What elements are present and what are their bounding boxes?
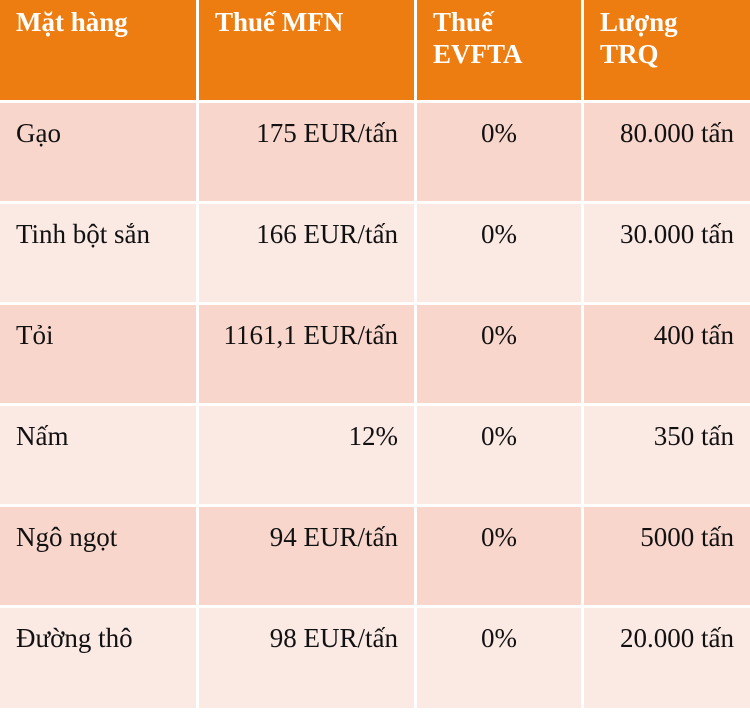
cell-evfta-tariff: 0% [417,406,581,504]
header-row: Mặt hàng Thuế MFN Thuế EVFTA Lượng TRQ [0,0,750,100]
cell-product: Nấm [0,406,196,504]
cell-mfn-tariff: 1161,1 EUR/tấn [199,305,414,403]
cell-product: Gạo [0,103,196,201]
table-row: Gạo 175 EUR/tấn 0% 80.000 tấn [0,103,750,201]
cell-mfn-tariff: 166 EUR/tấn [199,204,414,302]
cell-product: Tinh bột sắn [0,204,196,302]
table-row: Ngô ngọt 94 EUR/tấn 0% 5000 tấn [0,507,750,605]
cell-trq-quantity: 5000 tấn [584,507,750,605]
header-product: Mặt hàng [0,0,196,100]
table-row: Đường thô 98 EUR/tấn 0% 20.000 tấn [0,608,750,708]
table-row: Tinh bột sắn 166 EUR/tấn 0% 30.000 tấn [0,204,750,302]
header-mfn-tariff: Thuế MFN [199,0,414,100]
table-row: Nấm 12% 0% 350 tấn [0,406,750,504]
header-trq-quantity: Lượng TRQ [584,0,750,100]
cell-mfn-tariff: 175 EUR/tấn [199,103,414,201]
cell-evfta-tariff: 0% [417,507,581,605]
cell-trq-quantity: 400 tấn [584,305,750,403]
cell-mfn-tariff: 94 EUR/tấn [199,507,414,605]
cell-mfn-tariff: 12% [199,406,414,504]
cell-mfn-tariff: 98 EUR/tấn [199,608,414,708]
cell-product: Đường thô [0,608,196,708]
cell-evfta-tariff: 0% [417,103,581,201]
table-row: Tỏi 1161,1 EUR/tấn 0% 400 tấn [0,305,750,403]
tariff-quota-table: Mặt hàng Thuế MFN Thuế EVFTA Lượng TRQ Gạo… [0,0,750,708]
header-evfta-tariff: Thuế EVFTA [417,0,581,100]
cell-evfta-tariff: 0% [417,204,581,302]
cell-trq-quantity: 350 tấn [584,406,750,504]
cell-trq-quantity: 20.000 tấn [584,608,750,708]
cell-product: Ngô ngọt [0,507,196,605]
cell-evfta-tariff: 0% [417,608,581,708]
cell-trq-quantity: 80.000 tấn [584,103,750,201]
cell-product: Tỏi [0,305,196,403]
cell-evfta-tariff: 0% [417,305,581,403]
cell-trq-quantity: 30.000 tấn [584,204,750,302]
